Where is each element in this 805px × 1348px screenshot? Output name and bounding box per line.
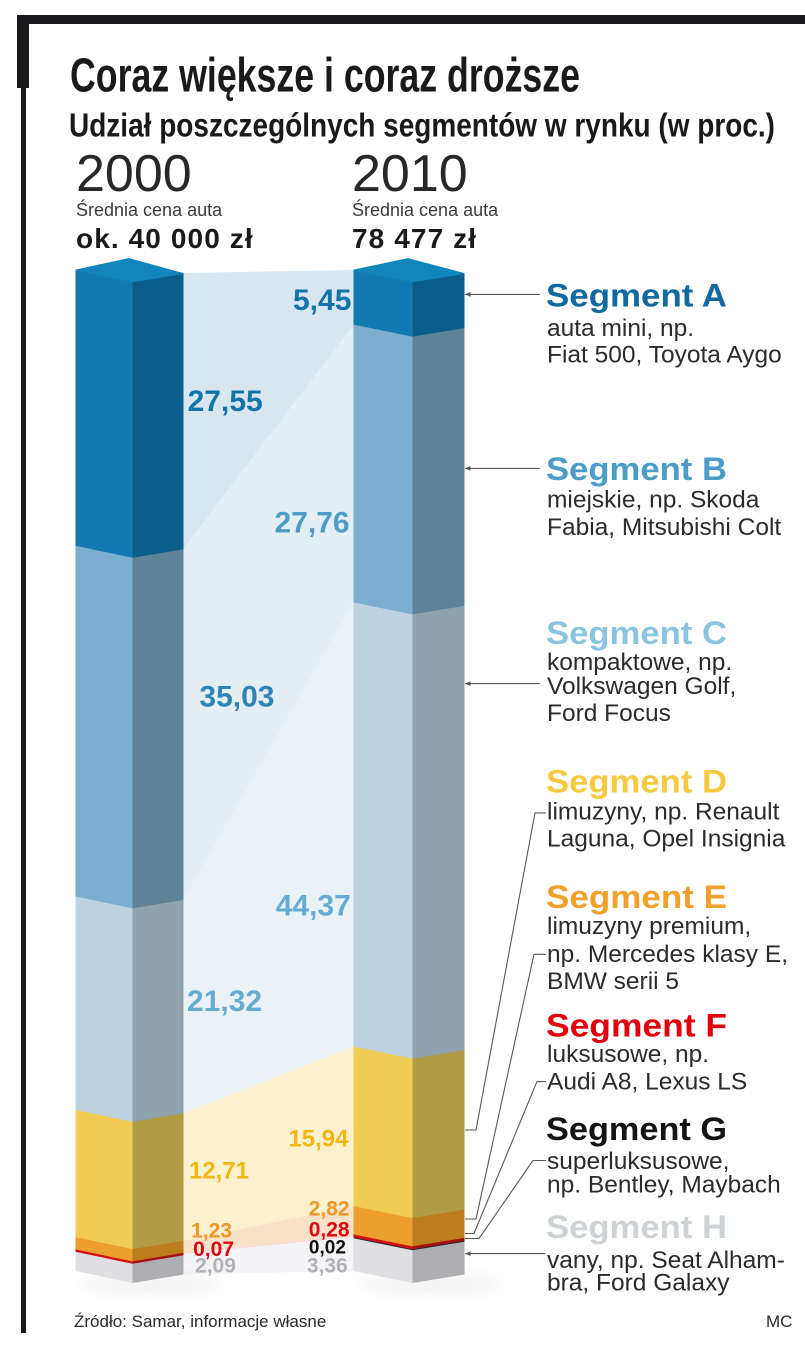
svg-text:0,28: 0,28: [309, 1218, 350, 1241]
svg-text:0,07: 0,07: [193, 1238, 234, 1261]
svg-text:kompaktowe, np.: kompaktowe, np.: [547, 649, 732, 676]
svg-text:0,02: 0,02: [309, 1237, 346, 1258]
svg-text:np. Bentley, Maybach: np. Bentley, Maybach: [547, 1172, 781, 1199]
svg-text:35,03: 35,03: [199, 681, 274, 714]
svg-text:auta mini, np.: auta mini, np.: [547, 315, 694, 342]
svg-text:Źródło: Samar, informacje włas: Źródło: Samar, informacje własne: [74, 1312, 326, 1331]
svg-text:Segment B: Segment B: [546, 451, 727, 487]
svg-text:Średnia cena auta: Średnia cena auta: [76, 199, 223, 220]
svg-text:MC: MC: [766, 1312, 792, 1331]
svg-text:2000: 2000: [76, 145, 192, 203]
svg-text:Segment G: Segment G: [546, 1111, 727, 1147]
svg-text:BMW serii 5: BMW serii 5: [547, 968, 679, 995]
svg-text:44,37: 44,37: [276, 890, 351, 923]
svg-text:Segment C: Segment C: [546, 615, 727, 651]
svg-text:12,71: 12,71: [189, 1158, 249, 1185]
svg-text:Coraz większe i coraz droższe: Coraz większe i coraz droższe: [70, 50, 580, 103]
svg-text:bra, Ford Galaxy: bra, Ford Galaxy: [547, 1270, 730, 1297]
svg-text:Audi A8, Lexus LS: Audi A8, Lexus LS: [547, 1069, 747, 1096]
svg-text:ok. 40 000 zł: ok. 40 000 zł: [76, 223, 254, 254]
svg-text:2,82: 2,82: [309, 1197, 350, 1220]
svg-text:21,32: 21,32: [187, 985, 262, 1018]
svg-text:vany, np. Seat Alham-: vany, np. Seat Alham-: [547, 1247, 785, 1274]
svg-text:Fiat 500, Toyota Aygo: Fiat 500, Toyota Aygo: [547, 342, 782, 369]
svg-text:Volkswagen Golf,: Volkswagen Golf,: [547, 673, 736, 700]
svg-text:2010: 2010: [352, 145, 468, 203]
svg-text:miejskie, np. Skoda: miejskie, np. Skoda: [547, 486, 760, 513]
svg-text:1,23: 1,23: [191, 1219, 232, 1242]
svg-text:Segment D: Segment D: [546, 763, 727, 799]
svg-text:Fabia, Mitsubishi Colt: Fabia, Mitsubishi Colt: [547, 514, 781, 541]
svg-text:3,36: 3,36: [307, 1255, 348, 1278]
svg-text:Segment A: Segment A: [546, 278, 727, 314]
svg-text:Laguna, Opel Insignia: Laguna, Opel Insignia: [547, 826, 786, 853]
svg-text:Ford Focus: Ford Focus: [547, 700, 671, 727]
svg-text:78 477 zł: 78 477 zł: [352, 223, 477, 254]
svg-text:limuzyny, np. Renault: limuzyny, np. Renault: [547, 799, 780, 826]
svg-text:Segment F: Segment F: [546, 1008, 727, 1044]
svg-text:2,09: 2,09: [195, 1255, 236, 1278]
svg-text:Średnia cena auta: Średnia cena auta: [352, 199, 499, 220]
svg-text:superluksusowe,: superluksusowe,: [547, 1148, 729, 1175]
svg-text:27,76: 27,76: [275, 506, 350, 539]
svg-text:5,45: 5,45: [293, 284, 351, 317]
svg-text:limuzyny premium,: limuzyny premium,: [547, 913, 751, 940]
svg-text:27,55: 27,55: [188, 385, 263, 418]
svg-text:Udział poszczególnych segmentó: Udział poszczególnych segmentów w rynku …: [69, 107, 775, 144]
svg-text:Segment E: Segment E: [546, 879, 727, 915]
svg-text:np. Mercedes klasy E,: np. Mercedes klasy E,: [547, 941, 788, 968]
svg-text:15,94: 15,94: [288, 1126, 349, 1153]
svg-text:Segment H: Segment H: [546, 1209, 727, 1245]
svg-text:luksusowe, np.: luksusowe, np.: [547, 1041, 709, 1068]
